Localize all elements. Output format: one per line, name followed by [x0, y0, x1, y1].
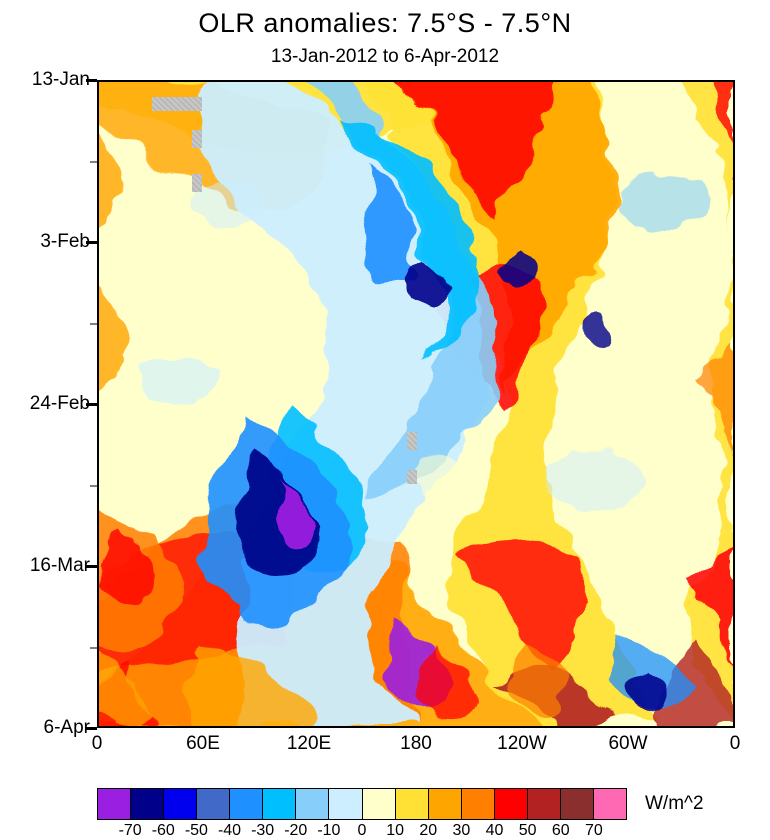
missing-data-patch: [407, 470, 417, 484]
colorbar-tick-row: -70 -60 -50 -40 -30 -20 -10 0 10 20 30 40 50 60 70: [97, 820, 627, 830]
x-tick-label-2: 120E: [279, 733, 339, 755]
colorbar-swatch-8: [363, 789, 396, 819]
colorbar-swatch-2: [164, 789, 197, 819]
colorbar-tick-11: 40: [486, 822, 504, 840]
olr-anomaly-heatmap: [97, 80, 735, 728]
colorbar-tick-6: -10: [317, 822, 340, 840]
colorbar-tick-12: 50: [519, 822, 537, 840]
colorbar-swatch-14: [561, 789, 594, 819]
missing-data-patch: [192, 130, 202, 148]
colorbar-tick-9: 20: [419, 822, 437, 840]
x-tick-label-1: 60E: [173, 733, 233, 755]
y-tick-label-3: 16-Mar: [0, 555, 90, 577]
y-major-tick: [86, 241, 97, 244]
y-tick-label-2: 24-Feb: [0, 393, 90, 415]
colorbar-tick-10: 30: [452, 822, 470, 840]
colorbar-tick-5: -20: [284, 822, 307, 840]
colorbar-swatch-15: [594, 789, 626, 819]
y-minor-tick: [90, 485, 97, 487]
y-major-tick: [86, 565, 97, 568]
colorbar-tick-4: -30: [251, 822, 274, 840]
colorbar-swatch-9: [396, 789, 429, 819]
missing-data-patch: [192, 174, 202, 192]
colorbar-swatch-10: [429, 789, 462, 819]
x-tick-label-3: 180: [386, 733, 446, 755]
colorbar-tick-1: -60: [152, 822, 175, 840]
colorbar-swatch-7: [329, 789, 362, 819]
colorbar-swatch-4: [230, 789, 263, 819]
y-tick-label-0: 13-Jan: [0, 69, 90, 91]
chart-subtitle: 13-Jan-2012 to 6-Apr-2012: [0, 46, 770, 68]
chart-title: OLR anomalies: 7.5°S - 7.5°N: [0, 8, 770, 39]
colorbar-tick-13: 60: [552, 822, 570, 840]
colorbar-legend: -70 -60 -50 -40 -30 -20 -10 0 10 20 30 40 50 60 70: [97, 788, 627, 830]
colorbar-swatch-row: [97, 788, 627, 820]
colorbar-tick-7: 0: [358, 822, 367, 840]
hovmoller-chart: OLR anomalies: 7.5°S - 7.5°N 13-Jan-2012…: [0, 0, 770, 834]
y-minor-tick: [90, 647, 97, 649]
colorbar-swatch-11: [462, 789, 495, 819]
colorbar-swatch-1: [131, 789, 164, 819]
colorbar-tick-8: 10: [386, 822, 404, 840]
y-major-tick: [86, 727, 97, 730]
x-tick-label-6: 0: [705, 733, 765, 755]
colorbar-tick-2: -50: [185, 822, 208, 840]
x-tick-label-0: 0: [67, 733, 127, 755]
colorbar-swatch-13: [528, 789, 561, 819]
y-minor-tick: [90, 323, 97, 325]
colorbar-tick-14: 70: [585, 822, 603, 840]
missing-data-patch: [152, 97, 202, 111]
y-minor-tick: [90, 161, 97, 163]
missing-data-patch: [407, 432, 417, 450]
y-major-tick: [86, 403, 97, 406]
colorbar-swatch-0: [98, 789, 131, 819]
x-tick-label-4: 120W: [492, 733, 552, 755]
colorbar-tick-3: -40: [218, 822, 241, 840]
y-major-tick: [86, 79, 97, 82]
colorbar-tick-0: -70: [119, 822, 142, 840]
colorbar-swatch-5: [263, 789, 296, 819]
colorbar-swatch-12: [495, 789, 528, 819]
colorbar-unit-label: W/m^2: [645, 793, 704, 815]
x-tick-label-5: 60W: [598, 733, 658, 755]
y-tick-label-1: 3-Feb: [0, 231, 90, 253]
colorbar-swatch-3: [197, 789, 230, 819]
colorbar-swatch-6: [296, 789, 329, 819]
